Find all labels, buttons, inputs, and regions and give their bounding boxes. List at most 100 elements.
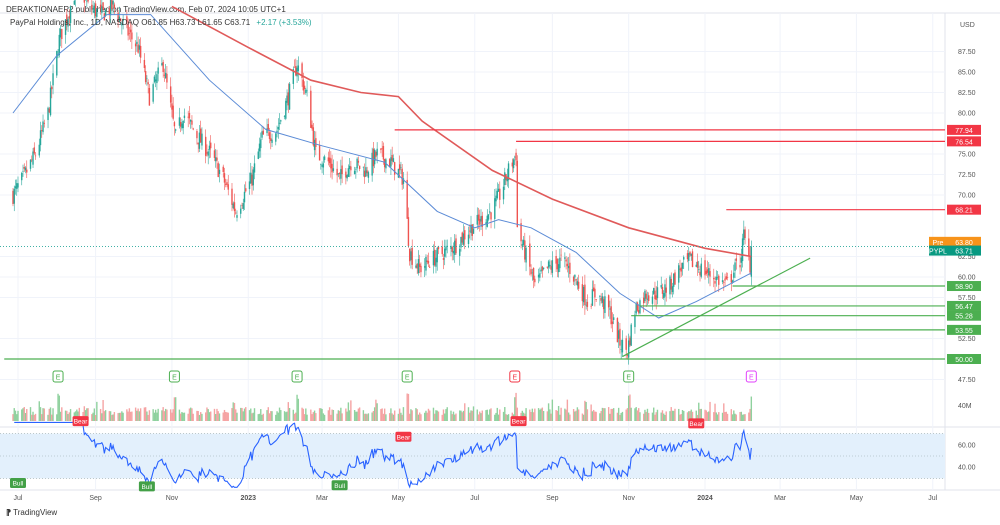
candle-body — [600, 297, 602, 301]
candle-body — [350, 166, 352, 171]
candle-body — [407, 217, 410, 246]
candle — [67, 16, 69, 33]
candle-body — [191, 120, 193, 125]
candle — [661, 283, 664, 299]
candle-body — [43, 122, 45, 124]
volume-bar — [240, 407, 242, 421]
volume-bar — [462, 410, 465, 421]
volume-bar — [388, 413, 391, 421]
candle-body — [240, 208, 242, 214]
candle-body — [288, 83, 291, 110]
volume-bar — [340, 407, 342, 421]
volume-bar — [565, 409, 567, 421]
candle — [714, 276, 716, 292]
candle — [601, 292, 604, 307]
candle — [332, 159, 335, 173]
candle-body — [139, 45, 142, 58]
candle — [66, 8, 68, 31]
candle — [252, 167, 254, 191]
candle-body — [581, 284, 584, 302]
candle-body — [173, 122, 176, 127]
volume-bar — [137, 408, 139, 421]
candle-body — [207, 151, 209, 156]
candle — [515, 148, 517, 167]
volume-bar — [271, 411, 273, 421]
candle-body — [108, 8, 111, 15]
candle-body — [551, 260, 554, 273]
candle-body — [260, 139, 262, 149]
candle — [678, 263, 680, 290]
candle-body — [96, 8, 98, 17]
volume-bar — [226, 412, 228, 421]
candle — [285, 98, 287, 121]
volume-bar — [595, 411, 597, 421]
candle — [472, 223, 475, 234]
candle-body — [547, 261, 550, 268]
volume-bar — [469, 412, 471, 421]
volume-bar — [216, 408, 218, 421]
candle-body — [318, 145, 321, 161]
candle — [91, 0, 93, 15]
candle — [564, 252, 566, 268]
candle-body — [303, 85, 306, 90]
candle-body — [486, 215, 488, 227]
candle-body — [93, 5, 96, 13]
candle-body — [128, 33, 131, 34]
volume-bar — [709, 401, 711, 421]
volume-bar — [336, 413, 338, 421]
candle-body — [549, 264, 551, 267]
candle-body — [560, 254, 562, 256]
candle-body — [620, 349, 622, 350]
candle-body — [371, 152, 373, 176]
candle-body — [470, 224, 472, 234]
candle — [226, 179, 228, 188]
candle — [499, 181, 501, 209]
candle-body — [129, 29, 132, 33]
candle — [347, 164, 350, 178]
candle-body — [417, 259, 420, 274]
volume-bar — [163, 411, 166, 421]
volume-bar — [86, 408, 88, 421]
volume-bar — [362, 410, 365, 421]
candle — [520, 218, 522, 249]
volume-bar — [514, 397, 516, 421]
earnings-marker: E — [745, 370, 757, 383]
candle — [424, 258, 426, 278]
candle — [700, 257, 702, 279]
candle-body — [22, 170, 24, 172]
volume-bar — [205, 412, 207, 421]
candle — [341, 156, 343, 184]
candle — [163, 68, 166, 82]
volume-bar — [302, 408, 305, 421]
volume-bar — [679, 414, 681, 421]
candle — [454, 234, 456, 263]
volume-bar — [502, 411, 505, 421]
candle — [287, 83, 290, 113]
candle — [537, 268, 540, 284]
candle — [102, 2, 104, 11]
level-label-bg — [947, 310, 981, 321]
candle — [669, 274, 671, 300]
candle-body — [495, 195, 497, 202]
candle-body — [461, 232, 463, 243]
candle-body — [451, 247, 453, 252]
volume-bar — [730, 409, 732, 421]
volume-bar — [546, 411, 549, 421]
candle-body — [16, 183, 18, 189]
candle-body — [653, 288, 655, 294]
x-tick-label: 2024 — [697, 495, 713, 502]
volume-bar — [350, 400, 352, 421]
volume-bar — [532, 412, 535, 421]
candle-body — [353, 170, 356, 175]
x-tick-label: May — [850, 495, 864, 502]
x-tick-label: May — [392, 495, 406, 502]
candle — [206, 144, 208, 157]
candle-body — [166, 73, 168, 83]
candle — [223, 167, 226, 190]
volume-bar — [270, 411, 272, 421]
volume-bar — [612, 408, 615, 421]
candle — [555, 249, 557, 272]
volume-bar — [218, 413, 221, 421]
candle-body — [56, 50, 58, 76]
